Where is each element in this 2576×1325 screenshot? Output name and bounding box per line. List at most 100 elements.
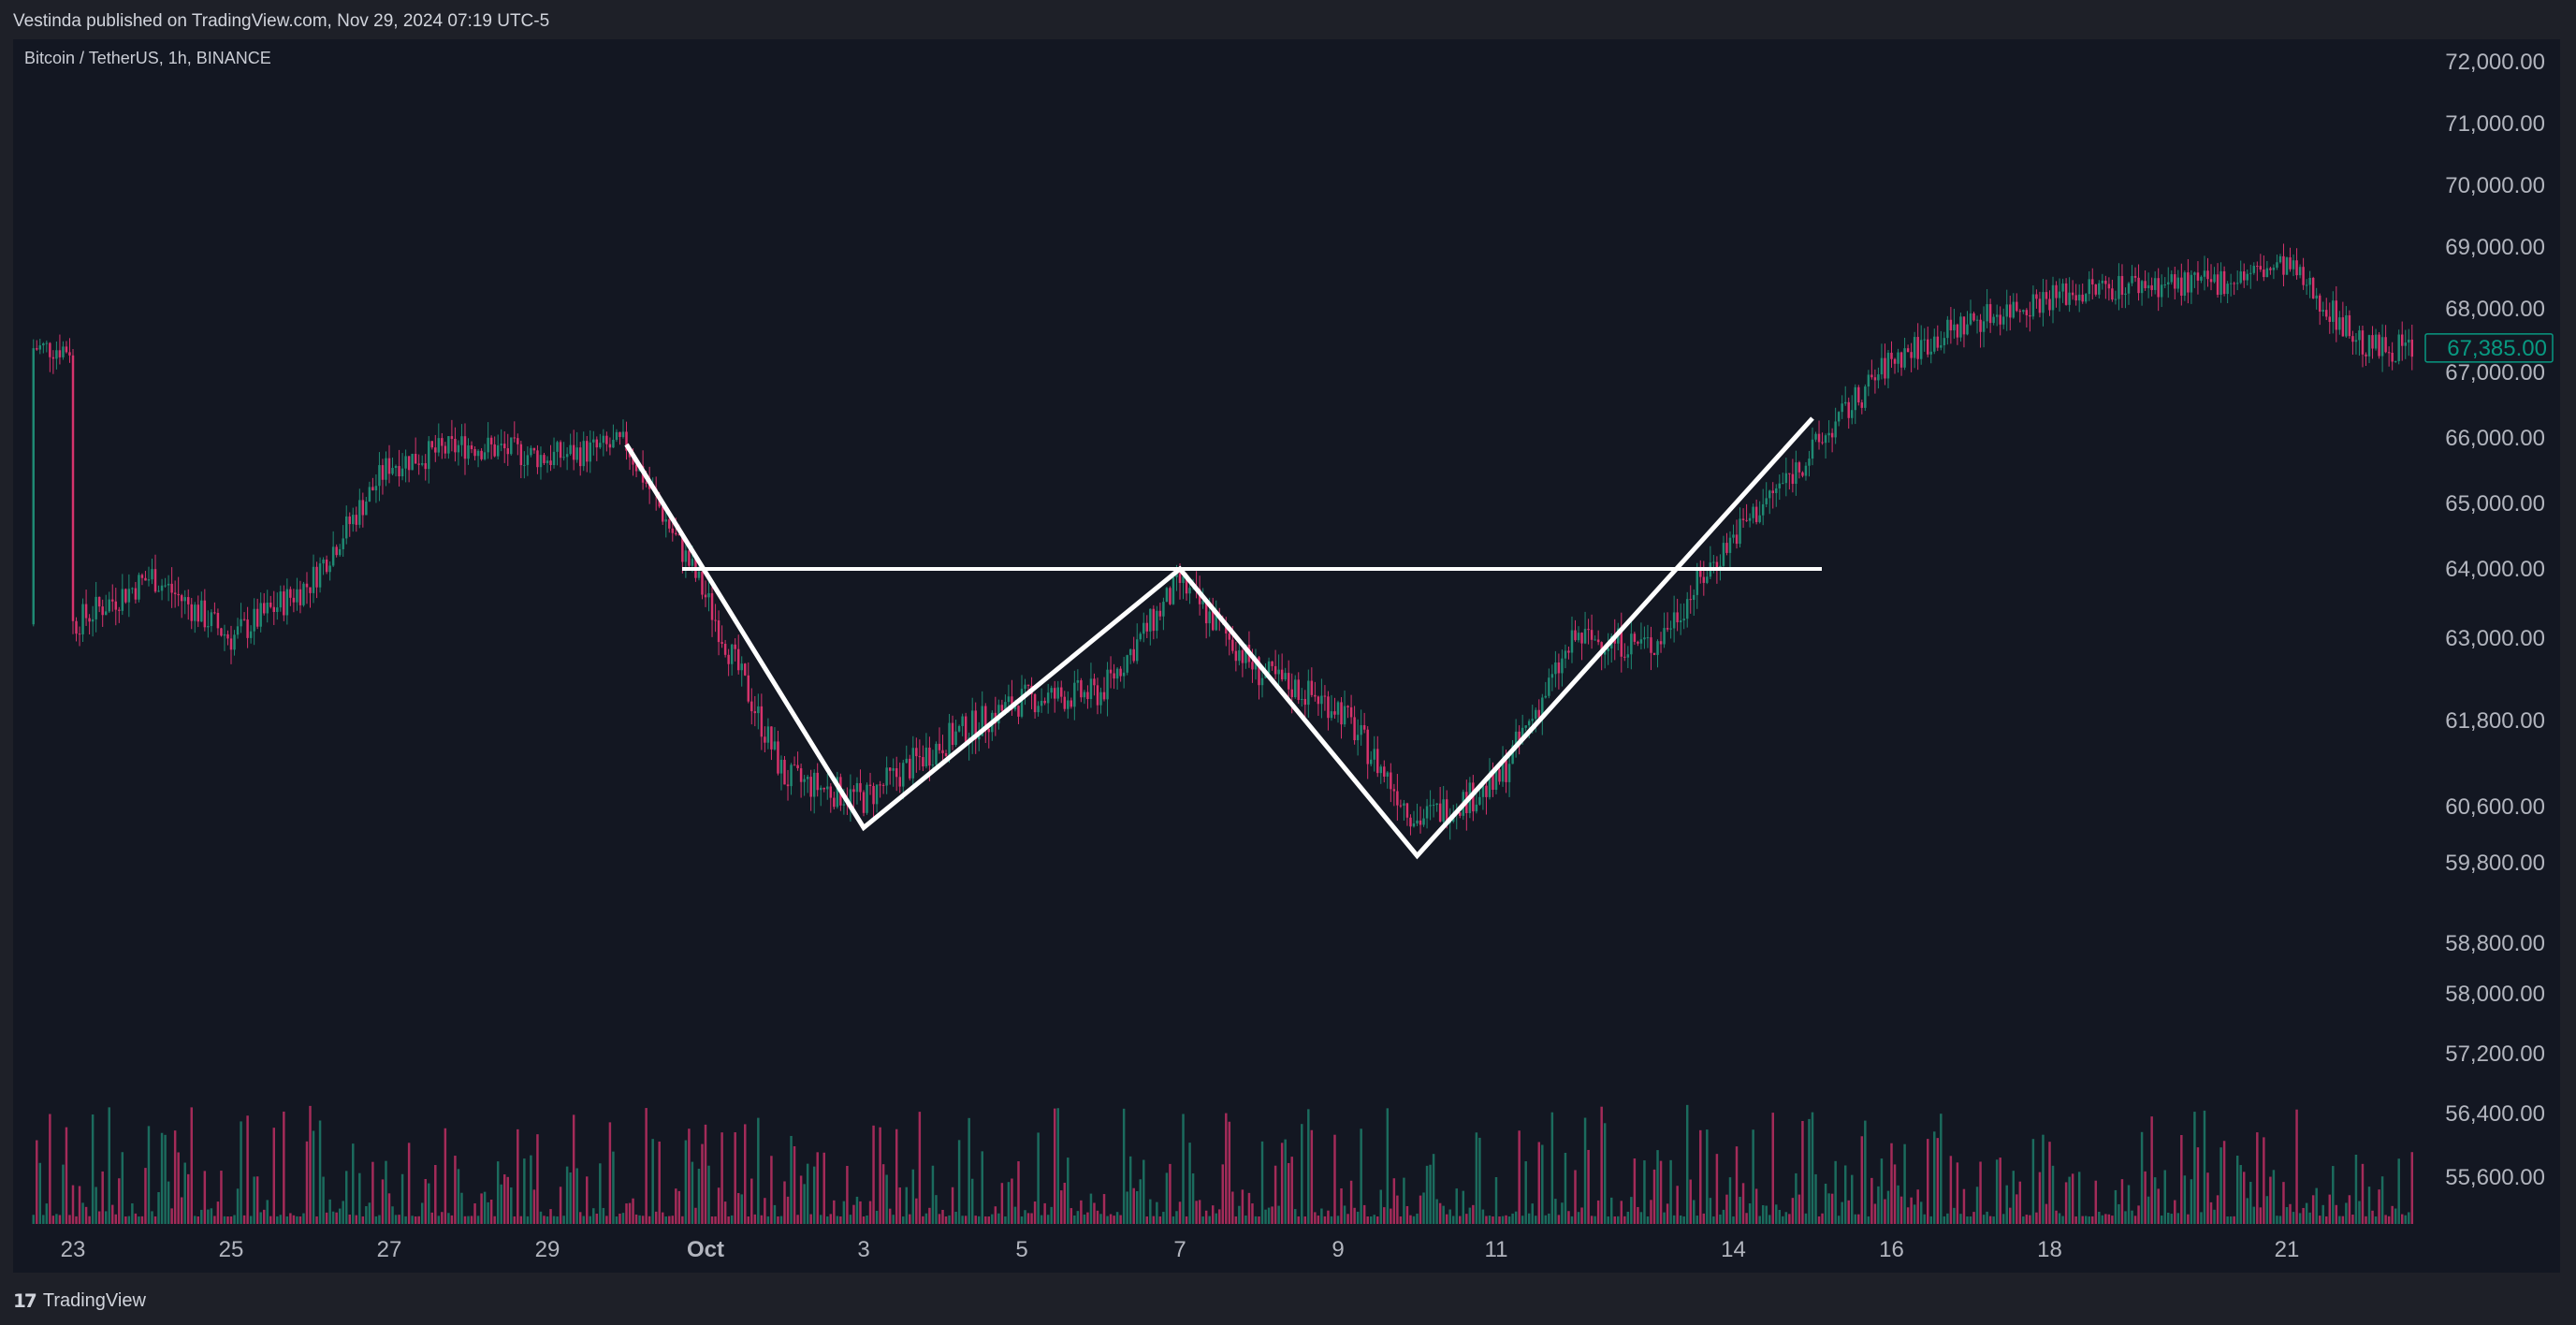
volume-bar [2404, 1215, 2407, 1224]
candle-body [283, 591, 285, 616]
candle-body [1109, 669, 1113, 674]
candle-body [2124, 293, 2127, 295]
candle-body [1492, 773, 1494, 790]
volume-bar [2371, 1210, 2374, 1224]
volume-bar [1211, 1205, 1215, 1224]
candle-body [1178, 573, 1182, 583]
volume-bar [1254, 1216, 1258, 1224]
candle-body [1827, 432, 1830, 436]
candle-body [1899, 352, 1903, 368]
candle-body [1185, 575, 1188, 594]
volume-bar [938, 1214, 941, 1224]
volume-bar [190, 1107, 193, 1224]
candle-body [1089, 678, 1093, 700]
volume-bar [1521, 1216, 1524, 1224]
candle-body [938, 743, 941, 750]
volume-bar [1906, 1207, 1910, 1224]
volume-bar [1933, 1131, 1936, 1224]
candle-body [430, 441, 434, 448]
volume-bar [684, 1140, 688, 1224]
candle-body [2358, 330, 2361, 341]
volume-bar [885, 1174, 888, 1224]
candle-body [1699, 570, 1702, 577]
volume-bar [2302, 1207, 2305, 1224]
candle-body [902, 763, 905, 787]
volume-bar [371, 1161, 374, 1224]
volume-bar [2285, 1206, 2289, 1224]
candle-body [2203, 270, 2206, 277]
volume-bar [1972, 1212, 1975, 1224]
volume-bar [500, 1184, 502, 1224]
volume-bar [681, 1216, 684, 1224]
volume-bar [961, 1216, 964, 1224]
volume-bar [895, 1128, 898, 1224]
volume-bar [855, 1196, 859, 1224]
volume-bar [2042, 1134, 2045, 1224]
candle-body [338, 548, 342, 556]
candle-body [249, 631, 253, 638]
candle-body [803, 779, 806, 782]
brand-logo[interactable]: 𝟭𝟳 TradingView [13, 1289, 146, 1313]
brand-label: TradingView [42, 1290, 146, 1311]
candle-body [872, 785, 875, 805]
candle-body [941, 750, 944, 753]
volume-bar [720, 1132, 723, 1224]
volume-bar [1228, 1121, 1231, 1224]
volume-bar [285, 1216, 289, 1224]
candle-body [1297, 679, 1300, 701]
candle-body [1999, 314, 2001, 325]
candle-body [2127, 283, 2131, 294]
volume-bar [948, 1215, 951, 1224]
candle-body [2176, 277, 2180, 289]
volume-bar [2394, 1208, 2397, 1224]
volume-bar [736, 1193, 740, 1224]
volume-bar [1620, 1201, 1623, 1224]
volume-bar [1399, 1216, 1403, 1224]
volume-bar [1225, 1113, 1228, 1224]
candle-body [1652, 652, 1656, 655]
volume-bar [970, 1178, 974, 1224]
volume-bar [1873, 1203, 1877, 1224]
candle-body [335, 546, 338, 556]
symbol-legend: Bitcoin / TetherUS, 1h, BINANCE [24, 49, 271, 67]
volume-bar [298, 1216, 302, 1224]
chart-pane[interactable] [13, 39, 2560, 1273]
volume-bar [1715, 1154, 1719, 1224]
candle-body [819, 787, 822, 791]
volume-bar [1238, 1205, 1241, 1224]
volume-bar [2338, 1216, 2341, 1224]
candle-body [411, 454, 414, 471]
volume-bar [997, 1213, 1000, 1224]
volume-bar [1158, 1216, 1162, 1224]
candle-body [1962, 316, 1966, 335]
candle-body [480, 450, 483, 459]
volume-bar [2410, 1152, 2414, 1224]
volume-bar [2167, 1213, 2170, 1224]
volume-bar [1455, 1188, 1458, 1224]
candle-body [358, 500, 361, 525]
volume-bar [1185, 1216, 1188, 1224]
volume-bar [1492, 1216, 1494, 1224]
candle-body [391, 468, 394, 474]
candle-body [1498, 769, 1501, 782]
volume-bar [124, 1216, 127, 1224]
volume-bar [437, 1216, 441, 1224]
candle-body [226, 633, 229, 639]
volume-bar [220, 1171, 223, 1224]
volume-bar [1494, 1177, 1498, 1224]
volume-bar [846, 1165, 849, 1224]
candle-body [1511, 745, 1514, 764]
candle-body [1280, 669, 1284, 680]
candle-body [118, 609, 121, 611]
candle-body [569, 444, 572, 455]
volume-bar [1330, 1216, 1333, 1224]
candle-body [1897, 352, 1899, 364]
candle-body [1741, 518, 1745, 520]
volume-bar [1709, 1198, 1712, 1224]
volume-bar [75, 1216, 78, 1224]
volume-bar [2328, 1194, 2332, 1224]
volume-bar [1745, 1213, 1748, 1224]
candle-body [1244, 645, 1247, 663]
candle-body [809, 777, 812, 797]
